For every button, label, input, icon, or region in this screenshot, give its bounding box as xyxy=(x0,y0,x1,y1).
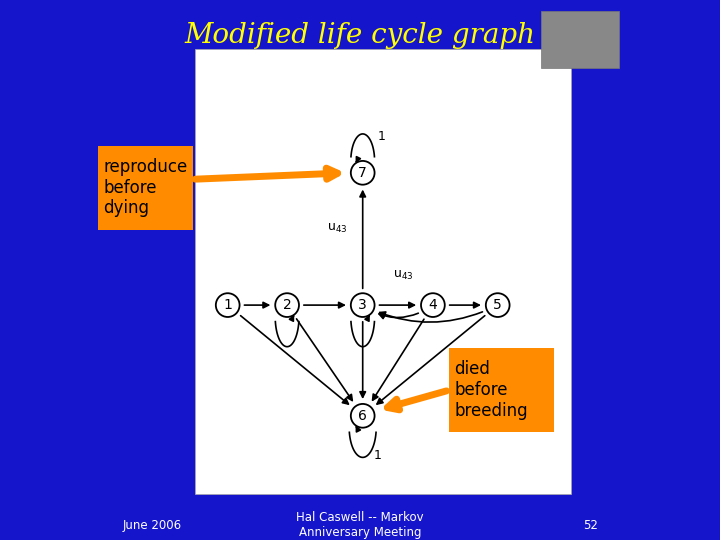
Text: u$_{43}$: u$_{43}$ xyxy=(327,221,347,235)
Text: 2: 2 xyxy=(283,298,292,312)
Text: 3: 3 xyxy=(359,298,367,312)
Text: u$_{43}$: u$_{43}$ xyxy=(393,269,413,282)
Circle shape xyxy=(216,293,240,317)
Text: 5: 5 xyxy=(493,298,502,312)
Bar xyxy=(195,49,570,494)
Circle shape xyxy=(275,293,299,317)
Text: 1: 1 xyxy=(374,449,382,462)
Bar xyxy=(98,146,193,230)
Text: died
before
breeding: died before breeding xyxy=(454,360,528,420)
Bar xyxy=(449,348,554,432)
Text: Hal Caswell -- Markov
Anniversary Meeting: Hal Caswell -- Markov Anniversary Meetin… xyxy=(296,511,424,539)
Bar xyxy=(541,11,619,68)
Text: reproduce
before
dying: reproduce before dying xyxy=(104,158,188,218)
Text: Modified life cycle graph: Modified life cycle graph xyxy=(184,22,536,49)
Text: 4: 4 xyxy=(428,298,437,312)
Text: 52: 52 xyxy=(582,519,598,532)
Circle shape xyxy=(486,293,510,317)
Circle shape xyxy=(351,404,374,428)
Circle shape xyxy=(351,293,374,317)
Text: 6: 6 xyxy=(359,409,367,423)
Text: 1: 1 xyxy=(378,130,385,143)
Circle shape xyxy=(351,161,374,185)
Text: June 2006: June 2006 xyxy=(122,519,181,532)
Text: 1: 1 xyxy=(223,298,232,312)
Text: 7: 7 xyxy=(359,166,367,180)
Circle shape xyxy=(421,293,445,317)
